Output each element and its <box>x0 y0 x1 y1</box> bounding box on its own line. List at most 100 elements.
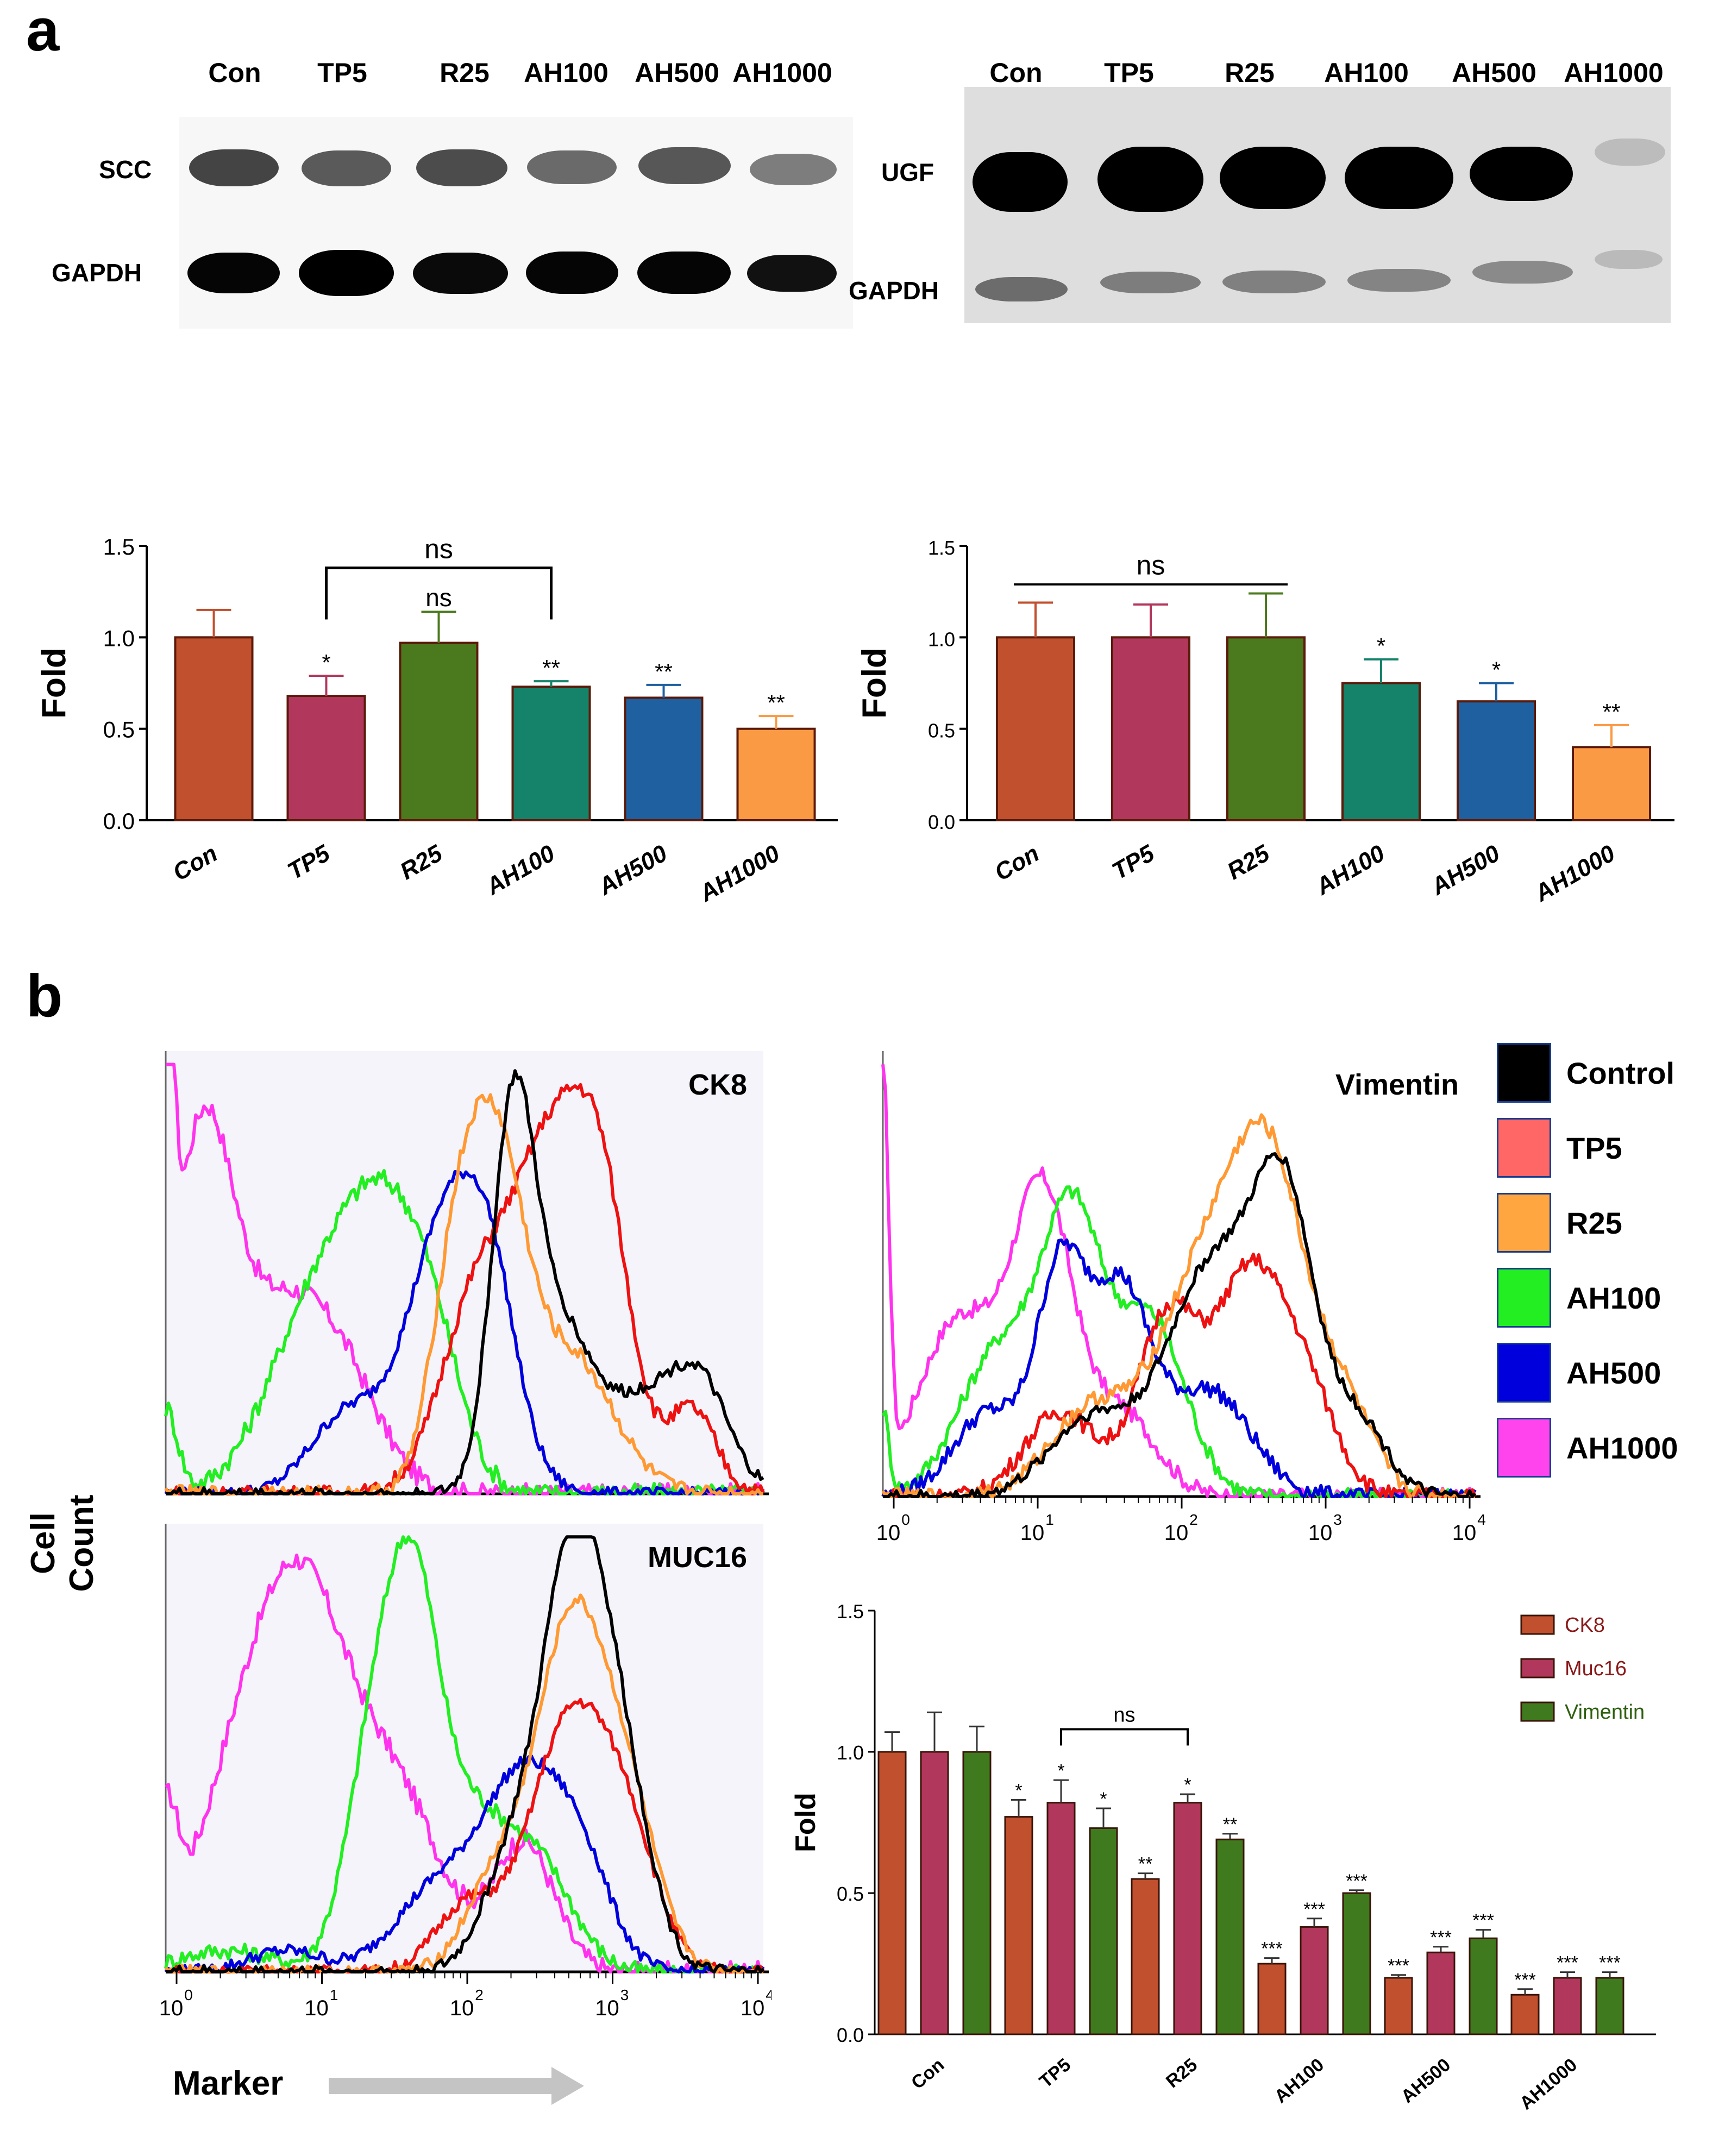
bar <box>1089 1827 1118 2035</box>
significance-label: *** <box>1388 1956 1409 1976</box>
bar <box>399 642 479 821</box>
legend-label: R25 <box>1566 1205 1622 1240</box>
x-tick-label: Con <box>168 840 222 886</box>
bar <box>1553 1977 1582 2035</box>
histogram-line-r25 <box>881 1113 1475 1498</box>
y-tick-label: 0.5 <box>837 1883 864 1905</box>
legend-label: AH1000 <box>1566 1430 1678 1465</box>
plot-background <box>166 1524 763 1972</box>
blot-left-band <box>747 255 837 292</box>
y-axis-label: Fold <box>790 1793 821 1852</box>
significance-label: ns <box>425 583 452 612</box>
significance-label: * <box>1057 1761 1064 1781</box>
histogram-line-control <box>166 1535 765 1973</box>
blot-right-loading-label: GAPDH <box>849 276 939 305</box>
legend-label: CK8 <box>1565 1614 1605 1637</box>
x-tick-label: AH500 <box>594 840 672 901</box>
blot-right-band <box>1595 250 1663 269</box>
blot-right-band <box>973 152 1068 212</box>
blot-left-loading-label: GAPDH <box>52 259 142 287</box>
histogram-line-r25 <box>164 1093 763 1495</box>
x-tick-exponent: 2 <box>1189 1511 1198 1528</box>
bar <box>1111 636 1190 821</box>
x-tick-label: 10 <box>159 1996 184 2020</box>
x-tick-label: AH500 <box>1397 2054 1455 2107</box>
significance-bracket <box>325 566 553 620</box>
histogram-title: CK8 <box>688 1068 747 1101</box>
blot-left-band <box>299 250 394 296</box>
blot-right-band <box>1595 139 1665 166</box>
bar <box>877 1751 907 2035</box>
significance-label: * <box>322 650 330 675</box>
blot-left-band <box>637 252 731 294</box>
bracket-label: ns <box>1137 550 1165 581</box>
y-tick-label: 1.5 <box>103 534 135 560</box>
x-tick-exponent: 4 <box>1477 1511 1486 1528</box>
x-tick-exponent: 0 <box>184 1987 193 2003</box>
x-tick-label: AH100 <box>481 840 560 901</box>
bar <box>962 1751 992 2035</box>
y-tick-label: 1.0 <box>103 625 135 651</box>
significance-label: *** <box>1472 1910 1494 1931</box>
significance-label: *** <box>1303 1899 1325 1920</box>
blot-right-band <box>1100 272 1201 293</box>
y-tick-label: 0.5 <box>103 717 135 743</box>
significance-label: *** <box>1261 1939 1283 1959</box>
x-tick-exponent: 1 <box>1045 1511 1054 1528</box>
x-tick-label: AH100 <box>1311 840 1389 901</box>
bar <box>1457 700 1536 822</box>
x-tick-label: 10 <box>876 1521 901 1545</box>
y-tick-label: 1.0 <box>837 1742 864 1764</box>
x-tick-exponent: 3 <box>1333 1511 1342 1528</box>
y-tick-label: 1.5 <box>928 537 955 559</box>
legend-label: TP5 <box>1566 1130 1622 1165</box>
blot-right-band <box>975 277 1068 301</box>
bar <box>1300 1926 1329 2035</box>
histogram-line-r25 <box>164 1593 763 1973</box>
histogram-line-control <box>883 1152 1477 1498</box>
flow-ylabel: Cell Count <box>24 1494 101 1592</box>
legend-swatch <box>1497 1418 1551 1478</box>
bar <box>1384 1977 1413 2035</box>
blot-left-lane-r25: R25 <box>440 58 490 88</box>
blot-right-lane-tp5: TP5 <box>1104 58 1154 88</box>
x-tick-label: 10 <box>1164 1521 1189 1545</box>
blot-right-band <box>1222 271 1326 293</box>
legend-label: Muc16 <box>1565 1657 1627 1680</box>
histogram-title: Vimentin <box>1335 1068 1459 1101</box>
panel-a-label: a <box>26 0 60 64</box>
significance-label: ** <box>1603 699 1621 725</box>
y-tick-label: 0.0 <box>103 808 135 834</box>
blot-right-lane-ah1000: AH1000 <box>1564 58 1664 88</box>
x-tick-label: 10 <box>1452 1521 1477 1545</box>
bracket-label: ns <box>424 533 453 564</box>
bar <box>511 686 591 821</box>
bar-chart-flow-quant: 0.00.51.01.5FoldCon***TP5*****R25*******… <box>790 1600 1656 2114</box>
legend-item-control: Control <box>1497 1043 1674 1103</box>
significance-label: * <box>1100 1789 1107 1809</box>
blot-right-lane-r25: R25 <box>1225 58 1275 88</box>
legend-swatch <box>1520 1614 1555 1635</box>
bar <box>1173 1802 1202 2035</box>
x-tick-exponent: 4 <box>766 1987 771 2003</box>
bar <box>1341 682 1421 821</box>
legend-item-ah1000: AH1000 <box>1497 1418 1678 1478</box>
significance-label: *** <box>1346 1871 1368 1891</box>
x-tick-exponent: 0 <box>901 1511 910 1528</box>
x-tick-label: 10 <box>450 1996 474 2020</box>
x-tick-label: TP5 <box>283 840 335 885</box>
legend-swatch <box>1520 1658 1555 1679</box>
bar <box>1572 746 1651 821</box>
bar <box>1595 1977 1624 2035</box>
significance-label: *** <box>1599 1953 1621 1973</box>
significance-label: *** <box>1557 1953 1578 1973</box>
blot-right-band <box>1220 147 1326 209</box>
histogram-line-ah100 <box>164 1169 763 1495</box>
blot-left-band <box>302 150 391 186</box>
x-tick-label: 10 <box>304 1996 329 2020</box>
y-tick-label: 1.5 <box>837 1600 864 1623</box>
bar <box>736 727 816 822</box>
legend-swatch <box>1497 1118 1551 1178</box>
significance-label: * <box>1377 633 1385 659</box>
